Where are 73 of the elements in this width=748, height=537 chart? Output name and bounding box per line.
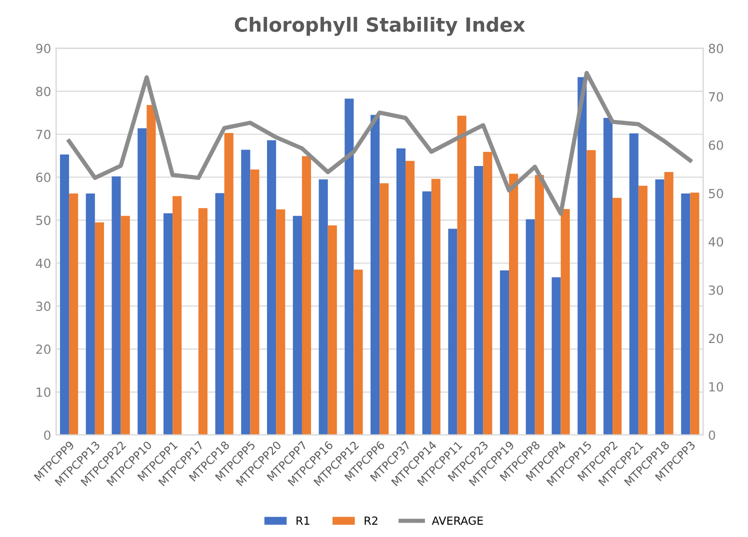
bar [215,193,224,435]
bar [612,198,622,435]
y2-tick-label: 70 [709,92,724,102]
y-tick-label: 60 [36,172,50,182]
y2-tick-label: 50 [708,188,724,198]
y2-tick-label: 0 [708,430,716,440]
y-tick-label: 20 [36,344,50,354]
bar [448,228,458,435]
bar [664,172,674,435]
bar [241,150,250,435]
bar [267,140,276,435]
y-tick-label: 0 [44,430,50,440]
bar [86,194,95,435]
bar [422,191,432,435]
bar [302,156,312,435]
bar [396,148,406,435]
y-tick-label: 50 [36,216,50,226]
bar [60,154,70,435]
y-tick-label: 30 [36,302,50,312]
y-tick-label: 90 [36,44,50,54]
y-tick-label: 10 [36,387,50,397]
chart-title: Chlorophyll Stability Index [234,16,526,36]
y-tick-label: 80 [36,86,50,96]
bar [629,133,638,435]
bar [681,194,690,435]
bar [120,216,130,435]
y-tick-label: 70 [36,130,50,140]
bar [483,152,492,435]
bar [344,98,354,435]
bar [146,105,156,435]
bar [138,128,147,435]
bar [405,160,415,435]
bar [94,222,104,435]
bar [198,208,208,435]
bar [690,192,700,435]
bar [431,178,440,435]
bar [578,77,587,435]
bar [370,114,380,435]
bar [318,179,328,435]
bar [276,209,286,435]
bar [354,270,363,435]
bar [500,270,510,435]
y-tick-label: 40 [36,258,50,268]
bar [457,116,466,435]
bar [560,209,570,435]
bar [69,194,78,435]
bar [474,166,484,435]
line-series [66,70,692,216]
bar [292,216,302,435]
bar [526,219,535,435]
legend-label: AVERAGE [432,516,483,525]
bar [586,150,596,435]
bar [112,176,121,435]
y2-tick-label: 30 [708,285,724,295]
bar [603,118,613,435]
bar [328,225,337,435]
bar [250,169,260,435]
bar [172,196,182,435]
bar [638,186,648,435]
bar [224,132,234,435]
y2-tick-label: 10 [709,382,724,392]
bar [380,183,389,435]
legend-label: R2 [364,516,378,525]
bar [164,213,173,435]
y2-tick-label: 40 [708,237,724,247]
bar [552,277,561,435]
y2-tick-label: 60 [708,140,724,150]
y2-tick-label: 80 [708,44,724,54]
bar [534,175,544,435]
legend-label: R1 [296,516,310,525]
bar [655,179,664,435]
y2-tick-label: 20 [708,334,724,344]
bar [509,174,518,435]
